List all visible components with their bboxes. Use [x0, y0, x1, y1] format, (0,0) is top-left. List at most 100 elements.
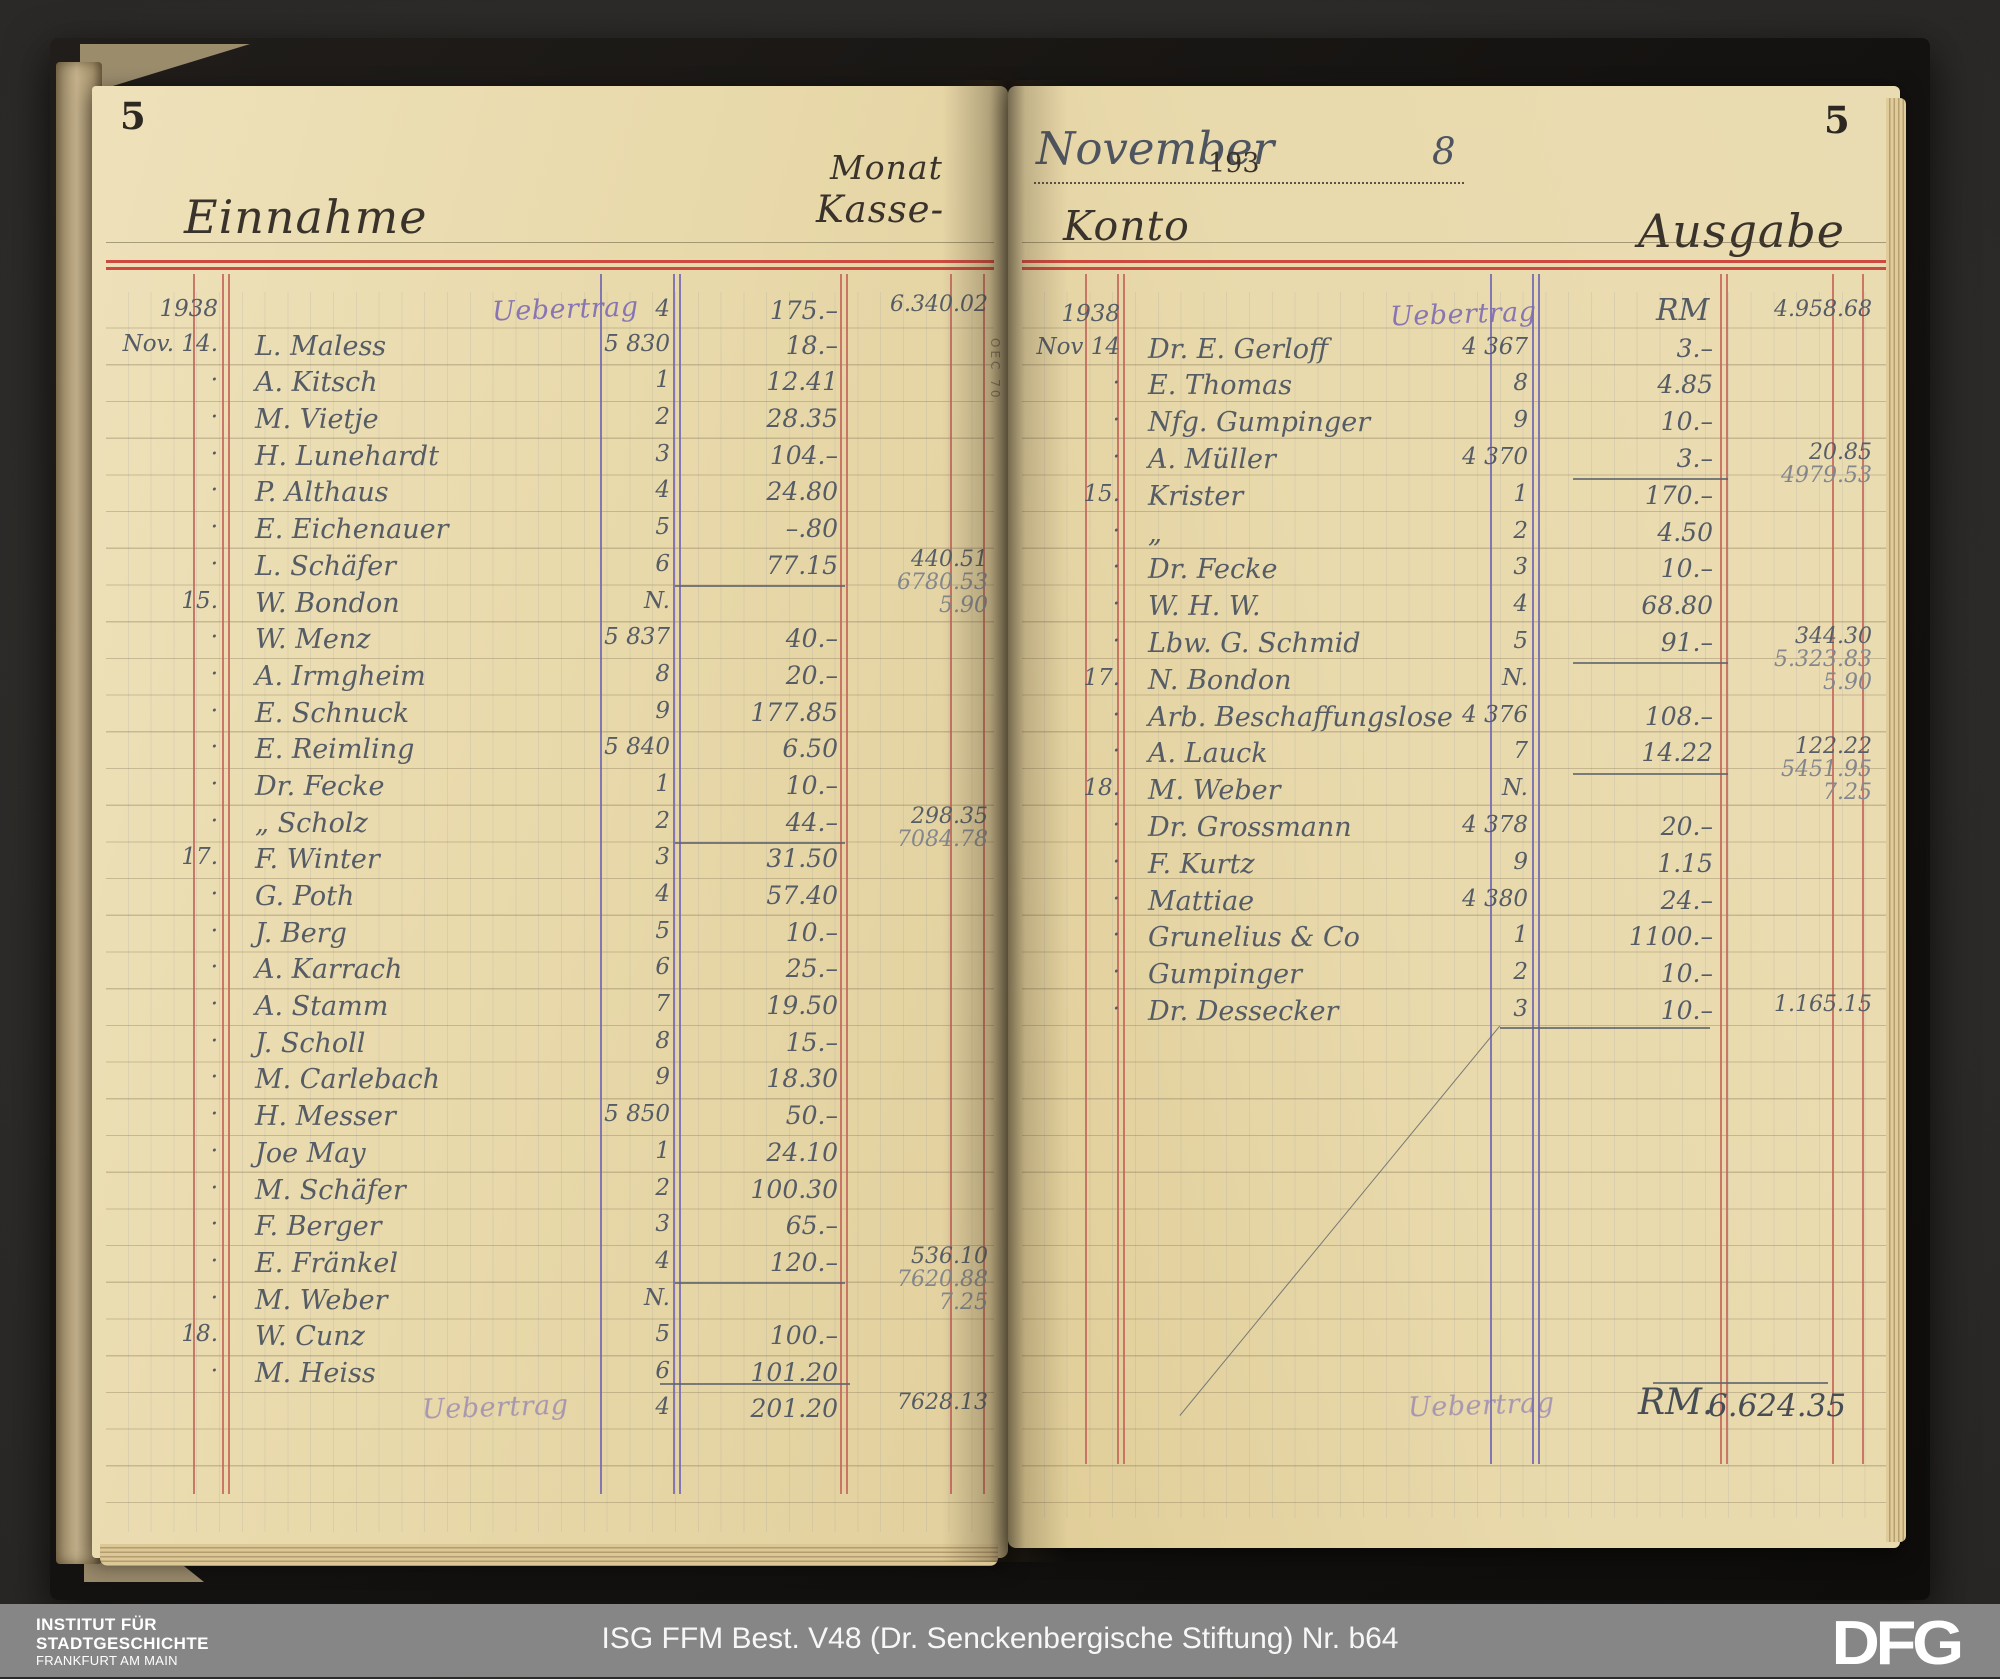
entry-amount: 18.– [785, 330, 838, 360]
ledger-row: · A. Irmgheim 8 20.– [92, 659, 1008, 696]
ledger-row: · Mattiae 4 380 24.– [1008, 884, 1900, 921]
page-total: 7628.13 [897, 1390, 988, 1415]
receipt-number: 4 [655, 881, 670, 907]
receipt-number: 3 [655, 440, 670, 467]
receipt-number: 1 [655, 367, 670, 394]
entry-amount: 120.– [769, 1247, 838, 1277]
entry-name: W. Cunz [255, 1321, 365, 1353]
header-baseline [106, 242, 994, 243]
entry-name: F. Berger [255, 1211, 382, 1243]
entry-date: · [210, 367, 218, 394]
receipt-number: 5 [655, 1321, 670, 1348]
entry-date: 15. [181, 587, 218, 614]
entry-name: J. Scholl [255, 1027, 366, 1059]
ledger-row: · Lbw. G. Schmid 5 91.– 344.30 5.323.83 … [1008, 625, 1900, 694]
receipt-number: 8 [655, 660, 670, 687]
ledger-row: · W. H. W. 4 68.80 [1008, 589, 1900, 626]
year-digit-handwritten: 8 [1432, 130, 1456, 173]
receipt-number: 2 [655, 807, 670, 834]
ledger-row: · A. Kitsch 1 12.41 [92, 365, 1008, 402]
entry-date: · [210, 697, 218, 724]
entry-date: · [1112, 995, 1120, 1022]
entry-name: Arb. Beschaffungslose [1148, 701, 1453, 733]
receipt-number: 4 376 [1462, 701, 1528, 728]
receipt-number: 7 [1513, 738, 1528, 765]
entry-date: · [1112, 554, 1120, 581]
ledger-left-page: 5 Einnahme Monat Kasse- 1938 Uebertrag 4… [92, 86, 1008, 1566]
entry-name: A. Lauck [1148, 738, 1268, 770]
entry-amount: 201.20 [750, 1394, 838, 1423]
dfg-logo: DFG [1831, 1609, 1965, 1678]
ledger-row: Nov. 14. L. Maless 5 830 18.– [92, 329, 1008, 366]
ledger-row: · H. Lunehardt 3 104.– [92, 439, 1008, 476]
entry-name: W. Menz [255, 624, 371, 656]
entry-date: · [210, 991, 218, 1018]
ledger-row: · „ Scholz 2 44.– 298.35 7084.78 [92, 805, 1008, 851]
ledger-row: · Dr. Fecke 3 10.– [1008, 552, 1900, 589]
entry-amount: 24.80 [766, 477, 838, 507]
receipt-number: 4 [655, 477, 670, 504]
entry-amount: 25.– [785, 954, 838, 984]
entry-date: 17. [181, 844, 218, 871]
entry-name: F. Winter [255, 844, 380, 876]
institute-line1: INSTITUT FÜR [36, 1615, 157, 1634]
entry-amount: 10.– [1660, 959, 1713, 989]
receipt-number: 9 [1513, 407, 1528, 434]
receipt-number: 4 [1513, 591, 1528, 618]
carry-forward-row: Uebertrag RM. 6.624.35 [1008, 1382, 1900, 1424]
entry-year: 1938 [1061, 301, 1120, 327]
receipt-number: 5 837 [604, 624, 670, 651]
running-total: 122.22 5451.95 7.25 [1781, 734, 1872, 806]
entry-date: · [210, 624, 218, 651]
entry-name: M. Weber [1148, 775, 1281, 807]
institute-line3: FRANKFURT AM MAIN [36, 1653, 178, 1669]
page-number: 5 [120, 94, 146, 138]
receipt-number: 2 [1513, 959, 1528, 986]
sum-line [675, 1282, 845, 1284]
entry-date: · [210, 770, 218, 797]
receipt-number: 2 [655, 404, 670, 431]
receipt-number: 2 [1513, 517, 1528, 544]
entry-date: · [210, 440, 218, 467]
receipt-number: N. [644, 587, 670, 614]
uebertrag-stamp: Uebertrag [1389, 296, 1538, 333]
entry-amount: 10.– [785, 917, 838, 947]
entry-name: Krister [1148, 480, 1244, 512]
receipt-number: 3 [655, 1211, 670, 1238]
entry-amount: 108.– [1644, 701, 1713, 731]
entry-amount: 65.– [785, 1211, 838, 1241]
sum-line [1500, 1027, 1710, 1029]
receipt-number: 3 [1513, 995, 1528, 1022]
receipt-number: 4 [655, 1247, 670, 1274]
entry-date: · [1112, 885, 1120, 912]
entry-name: E. Eichenauer [255, 514, 449, 546]
running-total: 20.85 4979.53 [1781, 439, 1872, 488]
ledger-row: · Nfg. Gumpinger 9 10.– [1008, 405, 1900, 442]
sum-line [1653, 1382, 1828, 1384]
column-title-ausgabe: Ausgabe [1638, 204, 1845, 258]
receipt-number: 5 850 [604, 1101, 670, 1128]
entry-name: H. Lunehardt [255, 440, 439, 472]
entry-name: M. Vietje [255, 404, 379, 436]
entry-date: · [210, 1174, 218, 1201]
receipt-number: 8 [1513, 370, 1528, 397]
entry-amount: 170.– [1644, 480, 1713, 510]
entry-name: A. Kitsch [255, 367, 378, 399]
receipt-number: 4 [655, 296, 670, 322]
ledger-row: 18. M. Weber N. [1008, 773, 1900, 810]
entry-amount: 31.50 [766, 844, 838, 874]
entry-name: N. Bondon [1148, 664, 1292, 696]
ledger-row: 17. F. Winter 3 31.50 [92, 842, 1008, 879]
entry-date: · [1112, 370, 1120, 397]
entry-date: · [210, 807, 218, 834]
entry-amount: 20.– [1660, 811, 1713, 841]
entry-date: 18. [181, 1321, 218, 1348]
entry-name: H. Messer [255, 1101, 396, 1133]
entry-amount: 44.– [785, 807, 838, 837]
entry-date: · [210, 1027, 218, 1054]
entry-name: A. Stamm [255, 991, 389, 1023]
entry-amount: 177.85 [750, 697, 838, 727]
entry-name: L. Maless [255, 330, 387, 362]
ledger-row: · J. Scholl 8 15.– [92, 1026, 1008, 1063]
entry-name: A. Müller [1148, 443, 1276, 475]
